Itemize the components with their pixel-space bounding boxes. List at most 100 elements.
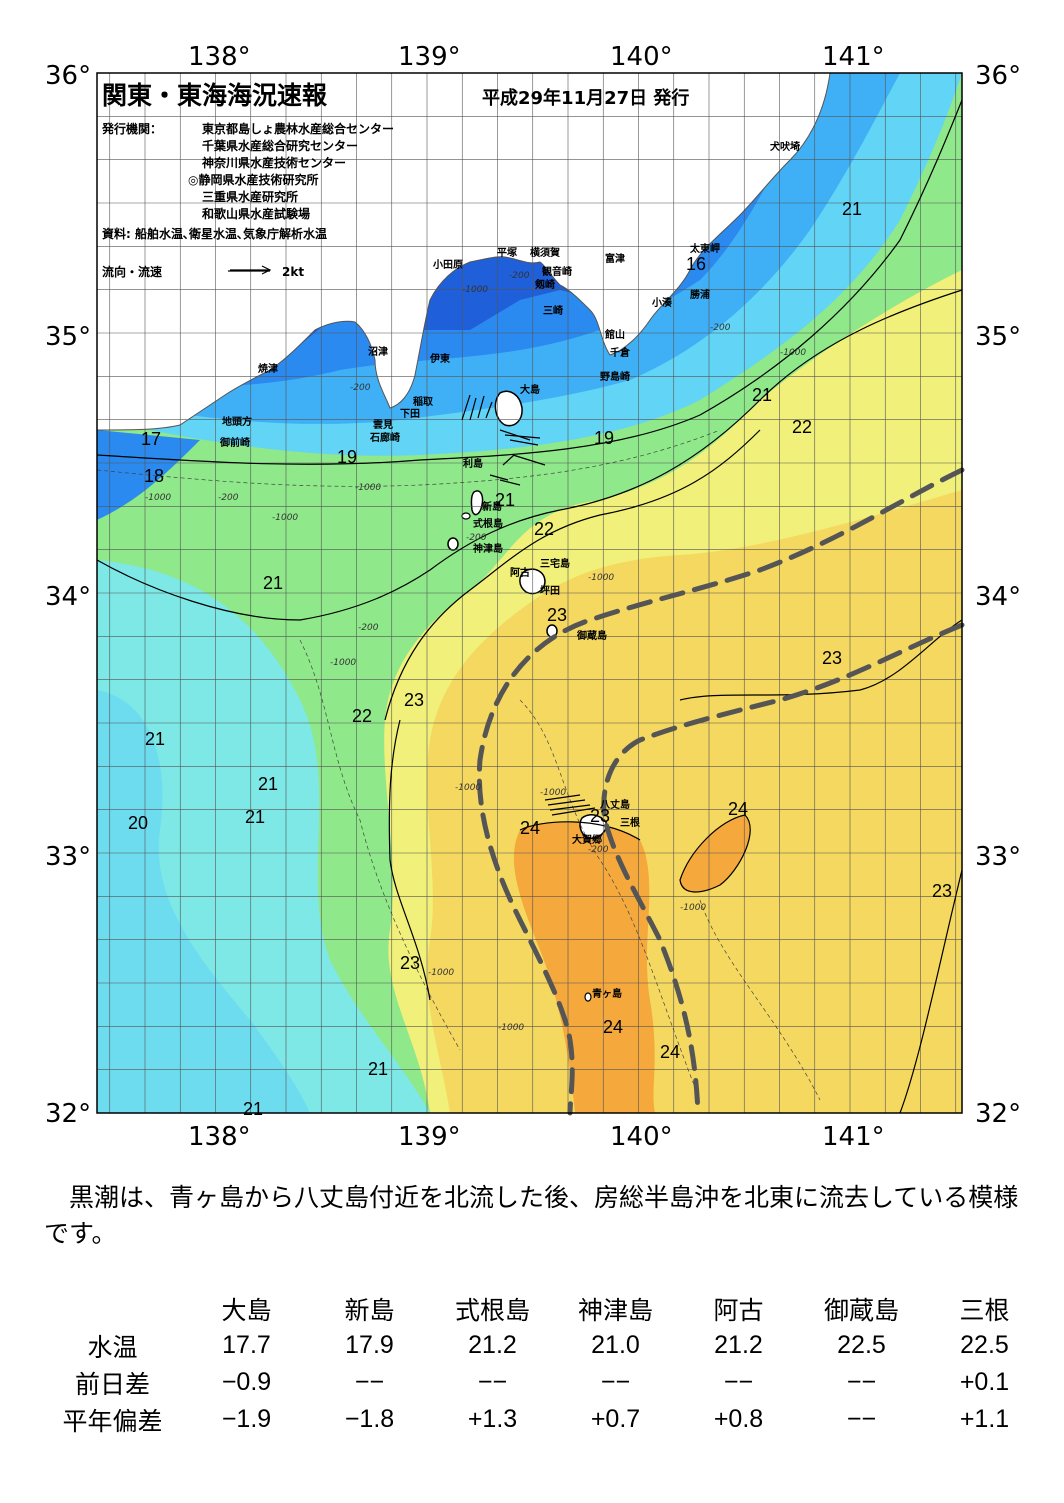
mainland-land [97, 73, 831, 431]
place-name: 新島 [482, 500, 502, 513]
temperature-label: 21 [243, 1099, 263, 1119]
depth-contours [96, 429, 821, 1101]
depth-label: -1000 [498, 1023, 524, 1033]
sea-condition-map: 138° 139° 140° 141° 138° 139° 140° 141° … [45, 42, 1021, 1152]
depth-label: -1000 [462, 285, 488, 295]
lon-label: 139° [398, 42, 461, 72]
issuer: 三重県水産研究所 [202, 189, 298, 204]
temperature-label: 21 [495, 490, 515, 510]
description-text: 黒潮は、青ヶ島から八丈島付近を北流した後、房総半島沖を北東に流去している模様です… [44, 1183, 1019, 1248]
table-cell: +0.8 [713, 1405, 764, 1433]
depth-label: -200 [588, 845, 609, 855]
lon-labels-bottom: 138° 139° 140° 141° [188, 1122, 885, 1152]
table-cell: 17.7 [222, 1331, 271, 1359]
table-cell: −0.9 [221, 1368, 272, 1396]
lat-label: 36° [975, 61, 1021, 91]
place-name: 三根 [620, 816, 640, 829]
temperature-label: 16 [686, 254, 706, 274]
lon-label: 138° [188, 42, 251, 72]
temperature-label: 23 [400, 953, 420, 973]
depth-label: -1000 [680, 903, 706, 913]
place-name: 富津 [605, 252, 625, 265]
depth-labels: -200 -1000 -200 -1000 -200 -1000 -1000 -200 -100… [145, 271, 806, 1033]
depth-label: -200 [710, 323, 731, 333]
row-header: 前日差 [74, 1369, 150, 1399]
legend-label: 流向・流速 [102, 264, 162, 279]
temperature-label: 21 [752, 385, 772, 405]
depth-label: -1000 [588, 573, 614, 583]
place-name: 伊東 [429, 352, 450, 365]
legend-speed: 2kt [282, 265, 304, 279]
lon-label: 139° [398, 1122, 461, 1152]
place-name: 三宅島 [540, 557, 570, 570]
lat-labels-left: 36° 35° 34° 33° 32° [45, 61, 91, 1129]
table-cell: −1.8 [344, 1405, 395, 1433]
table-cell: −− [846, 1368, 877, 1396]
table-cell: −− [354, 1368, 385, 1396]
temperature-label: 22 [534, 519, 554, 539]
temperature-label: 21 [245, 807, 265, 827]
table-cell: +0.7 [590, 1405, 641, 1433]
shikinejima-island [461, 512, 471, 520]
temperature-labels: 21 16 21 22 17 18 19 19 21 22 21 23 23 22 23 21 21 21 20 24… [128, 199, 952, 1119]
depth-label: -1000 [455, 783, 481, 793]
temperature-label: 18 [144, 466, 164, 486]
place-name: 平塚 [497, 246, 517, 259]
lat-label: 34° [975, 582, 1021, 612]
column-header: 神津島 [577, 1295, 653, 1325]
column-header: 式根島 [454, 1295, 530, 1325]
temperature-label: 24 [520, 818, 540, 838]
kozushima-island [447, 537, 459, 551]
temperature-label: 23 [822, 648, 842, 668]
lon-label: 140° [610, 42, 673, 72]
place-name: 石廊崎 [369, 431, 400, 444]
isotherm-contours [96, 99, 963, 1114]
depth-label: -200 [466, 533, 487, 543]
column-header: 阿古 [713, 1295, 764, 1325]
issuer: 東京都島しょ農林水産総合センター [202, 121, 394, 136]
place-name: 横須賀 [530, 246, 560, 259]
current-arrows [230, 265, 596, 816]
place-name: 阿古 [510, 566, 530, 579]
place-name: 式根島 [473, 517, 503, 530]
place-name: 雲見 [373, 419, 393, 431]
place-name: 小田原 [432, 258, 463, 271]
depth-label: -1000 [780, 348, 806, 358]
table-corner [40, 1290, 185, 1327]
place-name: 神津島 [473, 542, 503, 555]
map-frame [96, 72, 963, 1114]
place-name: 剱崎 [534, 278, 555, 291]
oshima-island [494, 390, 523, 427]
temperature-label: 21 [368, 1059, 388, 1079]
issuer: ◎静岡県水産技術研究所 [188, 172, 318, 187]
place-name: 青ヶ島 [592, 987, 622, 1000]
table-cell: −− [477, 1368, 508, 1396]
place-name: 観音崎 [542, 265, 572, 278]
table-cell: 21.0 [591, 1331, 640, 1359]
temperature-label: 21 [145, 729, 165, 749]
lat-label: 35° [975, 322, 1021, 352]
column-header: 御蔵島 [823, 1295, 899, 1325]
place-name: 坪田 [540, 584, 560, 597]
issuers-label: 発行機関： [101, 121, 162, 136]
issuer: 千葉県水産総合研究センター [202, 138, 358, 153]
temperature-label: 22 [352, 706, 372, 726]
lat-label: 35° [45, 322, 91, 352]
temperature-label: 21 [842, 199, 862, 219]
table-cell: 22.5 [960, 1331, 1009, 1359]
issuer: 和歌山県水産試験場 [201, 206, 310, 221]
table-cell: +0.1 [959, 1368, 1010, 1396]
lat-label: 33° [975, 842, 1021, 872]
lat-label: 33° [45, 842, 91, 872]
place-name: 小湊 [651, 296, 673, 309]
niijima-island [470, 490, 484, 516]
temperature-label: 19 [594, 428, 614, 448]
place-name: 御前崎 [219, 436, 250, 449]
issuer: 神奈川県水産技術センター [202, 155, 346, 170]
place-name: 館山 [604, 328, 625, 341]
table-row: 前日差 −0.9 −− −− −− −− −− +0.1 [40, 1364, 1046, 1401]
depth-label: -200 [509, 271, 530, 281]
place-name: 八丈島 [599, 798, 630, 811]
map-svg: 138° 139° 140° 141° 138° 139° 140° 141° … [45, 42, 1021, 1152]
